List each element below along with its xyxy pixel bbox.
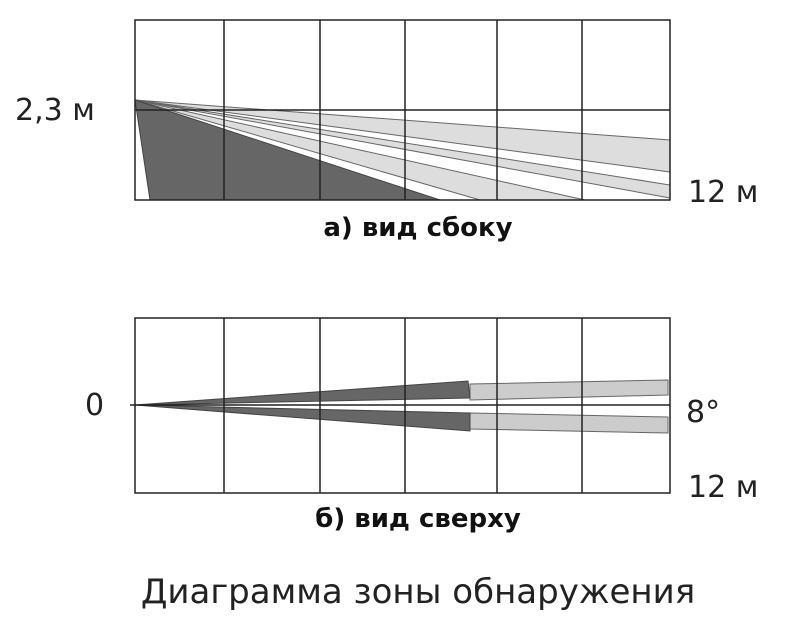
side-beams <box>134 99 671 201</box>
title: Диаграмма зоны обнаружения <box>141 572 695 612</box>
angle-label: 8° <box>686 395 720 430</box>
beam <box>469 412 669 434</box>
origin-label: 0 <box>85 388 104 423</box>
distance-label: 12 м <box>688 470 758 505</box>
side-grid <box>134 19 671 201</box>
caption: б) вид сверху <box>315 504 521 534</box>
distance-label: 12 м <box>688 175 758 210</box>
beam <box>469 379 669 401</box>
height-label: 2,3 м <box>15 93 95 128</box>
top-beams <box>134 379 669 434</box>
caption: а) вид сбоку <box>323 213 512 243</box>
beam <box>134 404 471 432</box>
beam <box>134 380 471 406</box>
top-grid <box>130 317 671 494</box>
